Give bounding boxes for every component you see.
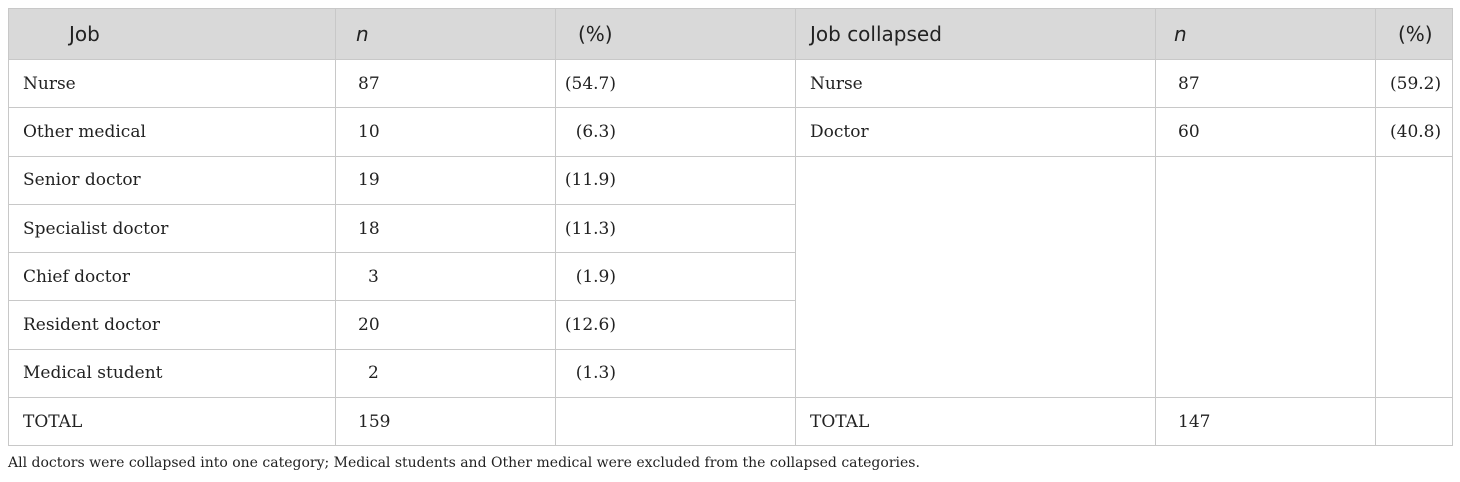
table-row: Other medical 10 (6.3) Doctor 60 (40.8) [8,107,1453,157]
pct-cell: (11.3) [555,203,796,254]
header-pct-collapsed: (%) [1375,8,1453,60]
job-cell: Medical student [8,348,336,399]
pct-cell: (11.9) [555,155,796,205]
pct-value: (11.9) [564,170,616,191]
collapsed-total-label: TOTAL [795,397,1156,447]
collapsed-pct-empty [1375,155,1453,399]
job-cell: Resident doctor [8,300,336,350]
collapsed-n-empty [1155,155,1376,399]
header-pct: (%) [555,8,796,60]
n-cell: 20 [335,300,556,350]
n-cell: 3 [335,252,556,302]
n-cell: 2 [335,348,556,399]
n-cell: 19 [335,155,556,205]
header-job-collapsed: Job collapsed [795,8,1156,60]
collapsed-pct-cell: (40.8) [1375,107,1453,157]
total-n: 159 [335,397,556,447]
n-cell: 10 [335,107,556,157]
collapsed-n-cell: 87 [1155,58,1376,109]
pct-cell: (1.3) [555,348,796,399]
pct-cell: (6.3) [555,107,796,157]
pct-cell: (12.6) [555,300,796,350]
job-cell: Nurse [8,58,336,109]
collapsed-total-n: 147 [1155,397,1376,447]
collapsed-job-cell: Doctor [795,107,1156,157]
n-cell: 87 [335,58,556,109]
table-row: Chief doctor 3 (1.9) [8,252,1453,302]
job-table: Job n (%) Job collapsed n (%) Nurse 87 (… [8,8,1453,447]
job-cell: Chief doctor [8,252,336,302]
n-cell: 18 [335,203,556,254]
header-n: n [335,8,556,60]
job-cell: Other medical [8,107,336,157]
table-row: Specialist doctor 18 (11.3) [8,203,1453,254]
collapsed-total-pct [1375,397,1453,447]
pct-cell: (54.7) [555,58,796,109]
job-cell: Senior doctor [8,155,336,205]
collapsed-pct-cell: (59.2) [1375,58,1453,109]
header-n-collapsed: n [1155,8,1376,60]
pct-cell: (1.9) [555,252,796,302]
pct-value: (12.6) [564,315,616,336]
total-row: TOTAL 159 TOTAL 147 [8,397,1453,447]
table-row: Medical student 2 (1.3) [8,348,1453,399]
collapsed-n-cell: 60 [1155,107,1376,157]
total-label: TOTAL [8,397,336,447]
table-row: Resident doctor 20 (12.6) [8,300,1453,350]
job-cell: Specialist doctor [8,203,336,254]
pct-value: (54.7) [564,73,616,94]
table-header-row: Job n (%) Job collapsed n (%) [8,8,1453,60]
collapsed-job-cell: Nurse [795,58,1156,109]
pct-value: (1.9) [575,266,616,287]
total-pct [555,397,796,447]
collapsed-job-empty [795,155,1156,399]
pct-value: (11.3) [564,218,616,239]
pct-value: (6.3) [575,121,616,142]
pct-value: (1.3) [575,363,616,384]
table-row: Nurse 87 (54.7) Nurse 87 (59.2) [8,58,1453,109]
table-footnote: All doctors were collapsed into one cate… [8,455,920,471]
header-job: Job [8,8,336,60]
table-row: Senior doctor 19 (11.9) [8,155,1453,399]
